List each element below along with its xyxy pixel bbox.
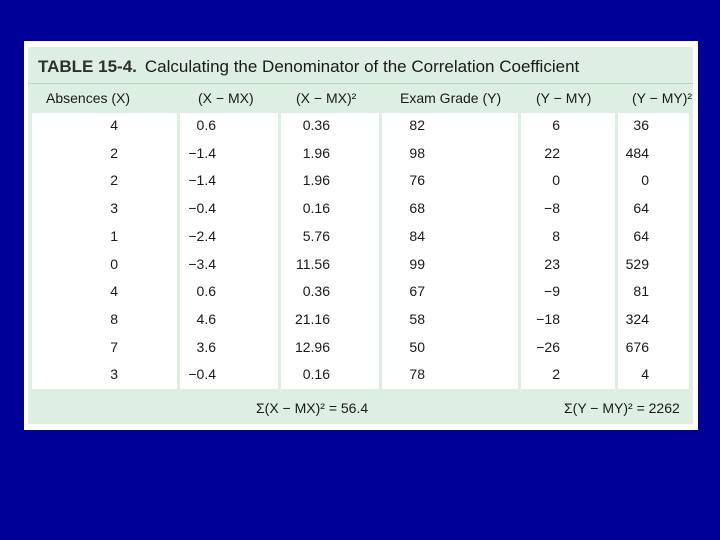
- table-cell: −8: [544, 200, 560, 217]
- table-cell: 0.36: [302, 117, 330, 133]
- table-cell: 50: [409, 338, 425, 355]
- table-cell: 676: [625, 338, 649, 355]
- table-caption: Calculating the Denominator of the Corre…: [144, 57, 580, 76]
- table-cell: 98: [409, 144, 425, 161]
- table-cell: 5.76: [302, 227, 330, 244]
- table-cell: 0.16: [302, 200, 330, 217]
- header-absences: Absences (X): [46, 90, 131, 106]
- table-cell: 22: [544, 144, 560, 161]
- table-cell: −26: [536, 338, 560, 355]
- header-x-deviation: (X − MX): [198, 90, 254, 106]
- table-cell: 8: [552, 227, 560, 244]
- table-cell: 0.36: [302, 283, 330, 300]
- table-cell: −1.4: [188, 172, 216, 189]
- table-cell: −3.4: [188, 255, 216, 272]
- table-cell: 1.96: [302, 172, 330, 189]
- column-divider: [518, 113, 521, 389]
- table-cell: 67: [409, 283, 425, 300]
- table-cell: 0: [552, 172, 560, 189]
- header-y-deviation: (Y − MY): [536, 90, 592, 106]
- slide-card: TABLE 15-4. Calculating the Denominator o…: [24, 41, 698, 430]
- table-cell: 4.6: [196, 310, 216, 327]
- table-cell: 23: [544, 255, 560, 272]
- column-divider: [615, 113, 618, 389]
- table-cell: −0.4: [188, 200, 216, 217]
- table-number: TABLE 15-4.: [38, 57, 137, 76]
- table-cell: 0.6: [196, 283, 216, 300]
- table-panel: TABLE 15-4. Calculating the Denominator o…: [28, 47, 693, 424]
- table-cell: 6: [552, 117, 560, 133]
- header-y-deviation-squared: (Y − MY)²: [632, 90, 693, 106]
- sum-y-squared: Σ(Y − MY)² = 2262: [564, 400, 680, 416]
- table-cell: 64: [633, 200, 649, 217]
- table-cell: 7: [110, 338, 118, 355]
- table-cell: 0: [110, 255, 118, 272]
- table-cell: 58: [409, 310, 425, 327]
- table-cell: 4: [110, 283, 118, 300]
- table-cell: −1.4: [188, 144, 216, 161]
- sum-x-squared: Σ(X − MX)² = 56.4: [256, 400, 369, 416]
- table-cell: 76: [409, 172, 425, 189]
- table-cell: 68: [409, 200, 425, 217]
- table-cell: 36: [633, 117, 649, 133]
- table-cell: 81: [633, 283, 649, 300]
- table-cell: 2: [110, 172, 118, 189]
- table-cell: 3: [110, 366, 118, 383]
- table-cell: −2.4: [188, 227, 216, 244]
- table-cell: 484: [625, 144, 649, 161]
- column-divider: [379, 113, 382, 389]
- table-title-band: TABLE 15-4. Calculating the Denominator o…: [28, 47, 693, 83]
- table-cell: −0.4: [188, 366, 216, 383]
- table-cell: 4: [641, 366, 649, 383]
- table-cell: 0.16: [302, 366, 330, 383]
- table-cell: 1: [110, 227, 118, 244]
- table-cell: 2: [552, 366, 560, 383]
- table-body: 4 0.6 0.36 82 6 36 2 −1.4 1.96 98 22 484 2 −1.4 1.96 76…: [32, 113, 689, 389]
- table-cell: 0.6: [196, 117, 216, 133]
- table-header-row: Absences (X) (X − MX) (X − MX)² Exam Gra…: [28, 83, 693, 111]
- table-cell: 84: [409, 227, 425, 244]
- table-cell: 3.6: [196, 338, 216, 355]
- header-exam-grade: Exam Grade (Y): [400, 90, 502, 106]
- table-cell: 11.56: [296, 255, 330, 272]
- table-footer: Σ(X − MX)² = 56.4 Σ(Y − MY)² = 2262: [28, 389, 693, 424]
- table-cell: 82: [409, 117, 425, 133]
- table-cell: −9: [544, 283, 560, 300]
- table-cell: 529: [625, 255, 649, 272]
- table-title: TABLE 15-4. Calculating the Denominator o…: [38, 57, 579, 77]
- table-cell: 1.96: [302, 144, 330, 161]
- column-divider: [278, 113, 281, 389]
- table-cell: 12.96: [294, 338, 330, 355]
- table-cell: 8: [110, 310, 118, 327]
- column-divider: [177, 113, 180, 389]
- table-cell: 78: [409, 366, 425, 383]
- table-cell: 21.16: [294, 310, 330, 327]
- table-cell: −18: [536, 310, 560, 327]
- table-cell: 3: [110, 200, 118, 217]
- table-cell: 4: [110, 117, 118, 133]
- table-cell: 99: [409, 255, 425, 272]
- table-cell: 2: [110, 144, 118, 161]
- table-cell: 324: [625, 310, 649, 327]
- table-cell: 64: [633, 227, 649, 244]
- header-x-deviation-squared: (X − MX)²: [296, 90, 357, 106]
- table-cell: 0: [641, 172, 649, 189]
